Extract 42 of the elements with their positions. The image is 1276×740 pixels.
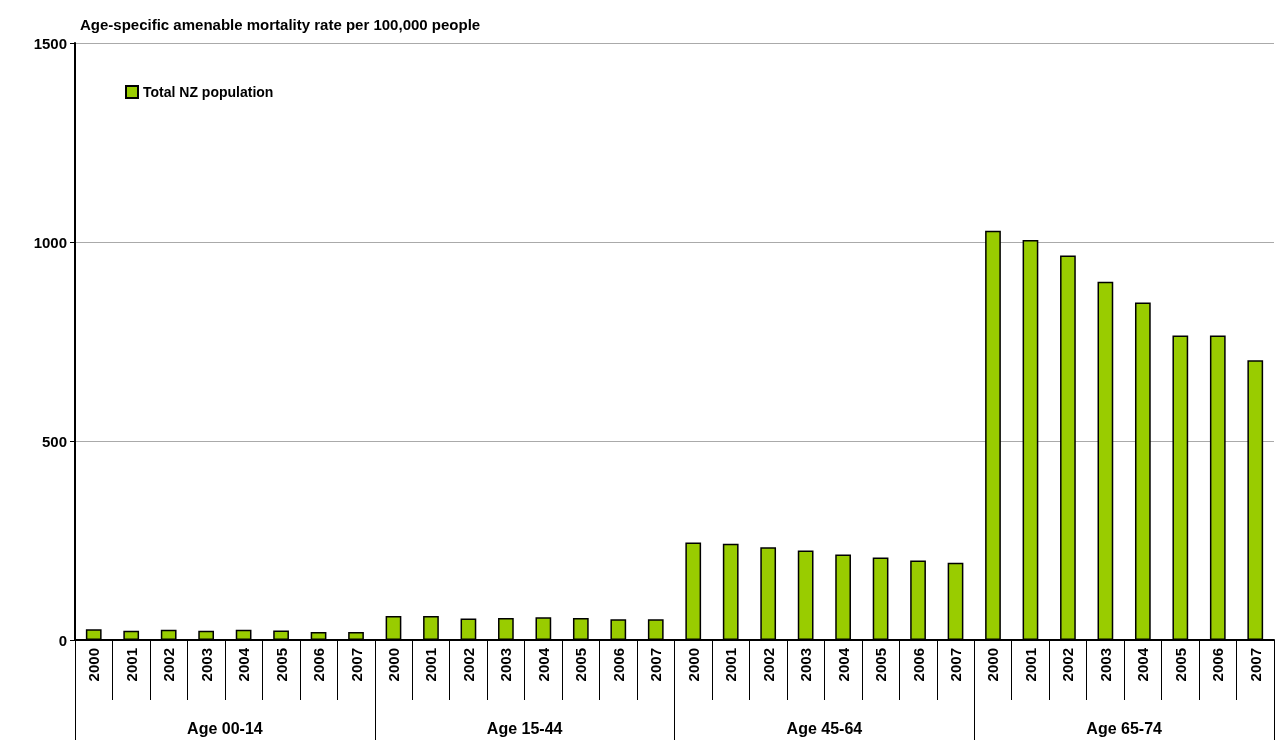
x-tick-label: 2006 (609, 648, 627, 682)
x-tick-label: 2007 (647, 648, 665, 682)
text: Age 00-14 (187, 719, 263, 737)
x-tick-label: 2001 (122, 648, 140, 682)
y-tick-label: 1500 (33, 34, 67, 52)
x-tick-label: 2002 (459, 648, 477, 682)
y-tick-label: 500 (41, 432, 67, 450)
x-tick-label: 2000 (684, 648, 702, 682)
text: Age 15-44 (486, 719, 563, 737)
x-tick-label: 2000 (984, 648, 1002, 682)
x-tick-label: 2004 (1134, 647, 1152, 682)
x-tick-label: 2003 (197, 648, 215, 682)
x-tick-label: 2002 (1059, 648, 1077, 682)
x-tick-label: 2003 (1096, 648, 1114, 682)
x-tick-label: 2001 (422, 648, 440, 682)
x-tick-label: 2002 (759, 648, 777, 682)
x-tick-label: 2005 (572, 648, 590, 682)
chart-title: Age-specific amenable mortality rate per 100,000 people (80, 16, 481, 33)
x-tick-label: 2004 (534, 647, 552, 682)
x-tick-label: 2006 (1209, 648, 1227, 682)
legend-label: Total NZ population (143, 84, 274, 100)
x-tick-label: 2000 (85, 648, 103, 682)
x-tick-label: 2006 (310, 648, 328, 682)
x-tick-label: 2002 (160, 648, 178, 682)
text: Age 45-64 (786, 719, 863, 737)
x-tick-label: 2001 (1021, 648, 1039, 682)
x-tick-label: 2007 (947, 648, 965, 682)
x-tick-label: 2005 (872, 648, 890, 682)
x-tick-label: 2004 (834, 647, 852, 682)
x-tick-label: 2006 (909, 648, 927, 682)
y-tick-label: 1000 (33, 233, 67, 251)
x-tick-label: 2007 (347, 648, 365, 682)
y-tick-label: 0 (58, 631, 67, 649)
x-tick-label: 2003 (797, 648, 815, 682)
text: Age 65-74 (1086, 719, 1163, 737)
x-tick-label: 2000 (384, 648, 402, 682)
x-tick-label: 2001 (722, 648, 740, 682)
x-tick-label: 2003 (497, 648, 515, 682)
x-tick-label: 2004 (235, 647, 253, 682)
x-tick-label: 2007 (1246, 648, 1264, 682)
x-tick-label: 2005 (272, 648, 290, 682)
x-tick-label: 2005 (1171, 648, 1189, 682)
